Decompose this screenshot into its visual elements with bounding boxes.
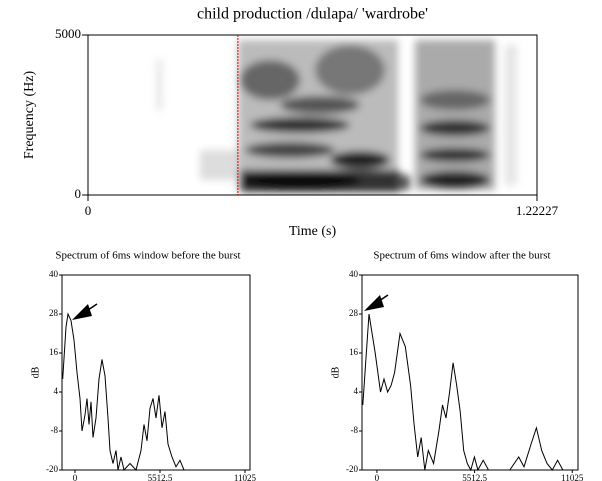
spectrogram-image [158,40,517,192]
y-tick-label: -20 [46,464,58,474]
x-axis-label: Time (s) [289,224,337,239]
y-tick-label: 5000 [55,26,81,41]
y-tick-label: 4 [354,386,359,396]
y-axis-label: dB [30,366,41,378]
spectrum-line [62,312,185,472]
x-tick-label: 11025 [234,473,257,481]
y-tick-label: -8 [351,425,359,435]
y-tick-label: 40 [49,269,59,279]
plot-frame [361,274,579,471]
plot-frame [61,274,251,471]
y-tick-label: 28 [49,308,59,318]
x-tick-label: 0 [73,473,78,481]
x-tick-label: 5512.5 [148,473,173,481]
chart-title: Spectrum of 6ms window after the burst [373,250,550,262]
chart-title: Spectrum of 6ms window before the burst [55,250,240,262]
x-tick-label: 0 [375,473,380,481]
spectrum-line [362,313,564,472]
y-tick-label: 40 [349,269,359,279]
y-axis-label: dB [330,366,341,378]
x-tick-label: 1.22227 [516,203,559,218]
arrow [72,303,98,320]
x-tick-label: 11025 [561,473,584,481]
arrow [364,294,389,311]
y-tick-label: 16 [49,347,59,357]
x-tick-label: 5512.5 [462,473,487,481]
y-tick-label: 4 [54,386,59,396]
y-tick-label: 28 [349,308,359,318]
y-tick-label: -20 [346,464,358,474]
y-tick-label: 16 [349,347,359,357]
chart-title: child production /dulapa/ 'wardrobe' [197,6,428,23]
y-tick-label: -8 [51,425,59,435]
x-tick-label: 0 [85,203,92,218]
spectrogram-frame [87,34,538,196]
y-axis-label: Frequency (Hz) [22,71,37,160]
y-tick-label: 0 [75,186,82,201]
